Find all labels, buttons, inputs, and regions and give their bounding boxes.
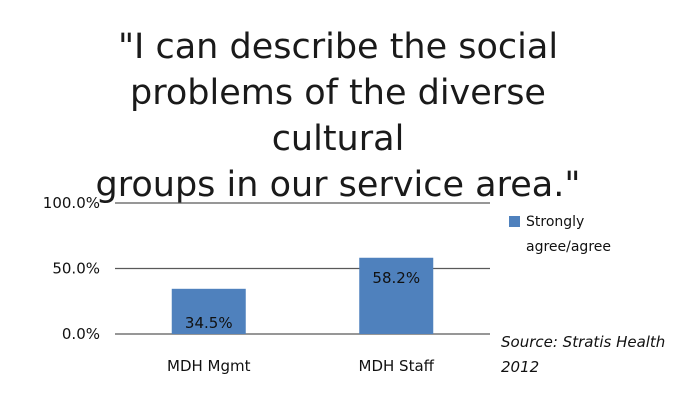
legend-label: Strongly agree/agree	[526, 214, 611, 255]
x-tick-label: MDH Mgmt	[167, 357, 251, 375]
legend-swatch	[509, 216, 520, 227]
y-tick-label: 50.0%	[52, 260, 100, 278]
data-label: 34.5%	[185, 314, 233, 332]
y-tick-label: 0.0%	[62, 325, 100, 343]
bar	[359, 257, 434, 334]
y-tick-label: 100.0%	[43, 194, 100, 212]
chart-title: "I can describe the social problems of t…	[95, 27, 581, 205]
bar	[171, 288, 246, 334]
x-tick-label: MDH Staff	[359, 357, 435, 375]
data-label: 58.2%	[372, 269, 420, 287]
source-note: Source: Stratis Health 2012	[501, 333, 666, 376]
